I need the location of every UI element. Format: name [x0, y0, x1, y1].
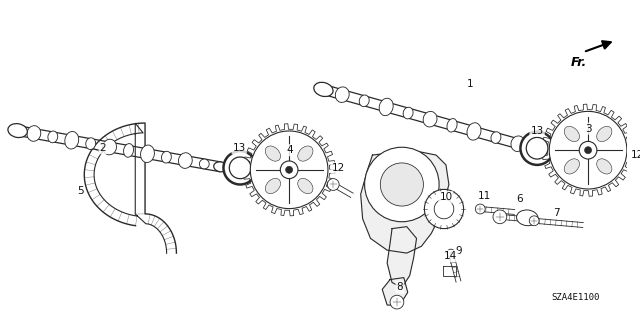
- Circle shape: [390, 295, 404, 309]
- Ellipse shape: [141, 145, 154, 163]
- Circle shape: [365, 147, 439, 222]
- Ellipse shape: [596, 159, 612, 174]
- Ellipse shape: [200, 159, 209, 169]
- Ellipse shape: [335, 87, 349, 102]
- Text: 6: 6: [516, 194, 523, 204]
- Text: 4: 4: [287, 145, 293, 155]
- Circle shape: [447, 249, 455, 257]
- Ellipse shape: [359, 95, 369, 107]
- Text: SZA4E1100: SZA4E1100: [552, 293, 600, 302]
- Circle shape: [285, 166, 292, 173]
- Circle shape: [520, 131, 554, 165]
- Circle shape: [327, 179, 339, 190]
- Circle shape: [223, 151, 257, 184]
- Ellipse shape: [214, 162, 227, 172]
- Text: 3: 3: [585, 124, 591, 134]
- Circle shape: [629, 164, 640, 176]
- Ellipse shape: [124, 144, 134, 157]
- Ellipse shape: [266, 178, 280, 194]
- Circle shape: [434, 199, 454, 219]
- Polygon shape: [382, 278, 408, 305]
- Circle shape: [280, 161, 298, 179]
- Ellipse shape: [564, 126, 579, 142]
- Text: 14: 14: [444, 251, 458, 261]
- Text: 7: 7: [554, 208, 560, 218]
- Ellipse shape: [379, 98, 393, 115]
- Ellipse shape: [298, 178, 313, 194]
- Circle shape: [229, 157, 251, 179]
- Text: 12: 12: [332, 163, 345, 173]
- Polygon shape: [387, 226, 417, 287]
- Circle shape: [584, 147, 591, 154]
- Ellipse shape: [564, 159, 579, 174]
- Ellipse shape: [298, 146, 313, 161]
- Text: 5: 5: [77, 186, 84, 197]
- Ellipse shape: [535, 145, 545, 155]
- Text: 11: 11: [477, 191, 491, 201]
- Text: 13: 13: [232, 143, 246, 153]
- Polygon shape: [443, 266, 456, 276]
- Ellipse shape: [467, 123, 481, 140]
- Ellipse shape: [8, 124, 28, 137]
- Ellipse shape: [48, 131, 58, 143]
- Circle shape: [380, 163, 424, 206]
- Ellipse shape: [447, 119, 457, 132]
- Ellipse shape: [161, 151, 172, 163]
- Ellipse shape: [314, 82, 333, 97]
- Circle shape: [493, 210, 507, 224]
- Ellipse shape: [179, 153, 192, 168]
- Text: Fr.: Fr.: [570, 56, 587, 69]
- Ellipse shape: [27, 126, 41, 141]
- Text: 9: 9: [456, 246, 462, 256]
- Ellipse shape: [423, 111, 437, 127]
- Polygon shape: [361, 150, 449, 253]
- Ellipse shape: [596, 126, 612, 142]
- Ellipse shape: [266, 146, 280, 161]
- Circle shape: [476, 204, 485, 214]
- Text: 13: 13: [531, 126, 544, 136]
- Ellipse shape: [516, 210, 538, 226]
- Text: 2: 2: [100, 143, 106, 153]
- Ellipse shape: [86, 138, 95, 150]
- Ellipse shape: [103, 139, 116, 155]
- Circle shape: [579, 141, 597, 159]
- Circle shape: [526, 137, 548, 159]
- Text: 12: 12: [630, 150, 640, 160]
- Circle shape: [529, 216, 539, 226]
- Ellipse shape: [491, 132, 501, 144]
- Circle shape: [549, 111, 627, 189]
- Text: 10: 10: [440, 192, 452, 202]
- Ellipse shape: [511, 136, 525, 152]
- Text: 1: 1: [467, 78, 474, 89]
- Ellipse shape: [403, 107, 413, 119]
- Circle shape: [250, 131, 328, 209]
- Text: 8: 8: [397, 282, 403, 293]
- Circle shape: [424, 189, 463, 229]
- Ellipse shape: [65, 131, 79, 149]
- Ellipse shape: [552, 150, 565, 160]
